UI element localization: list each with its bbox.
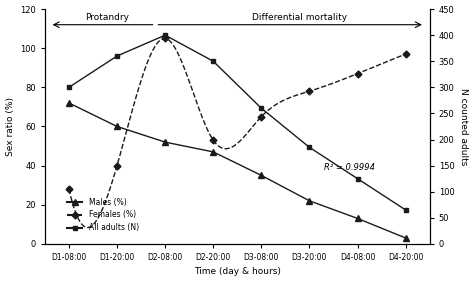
Y-axis label: Sex ratio (%): Sex ratio (%) (6, 97, 15, 156)
X-axis label: Time (day & hours): Time (day & hours) (194, 267, 281, 276)
Text: Differential mortality: Differential mortality (252, 13, 347, 22)
Text: Protandry: Protandry (85, 13, 129, 22)
Y-axis label: N counted adults: N counted adults (459, 88, 468, 165)
Text: R² = 0.9994: R² = 0.9994 (324, 162, 375, 171)
Legend: Males (%), Females (%), All adults (N): Males (%), Females (%), All adults (N) (64, 195, 142, 235)
